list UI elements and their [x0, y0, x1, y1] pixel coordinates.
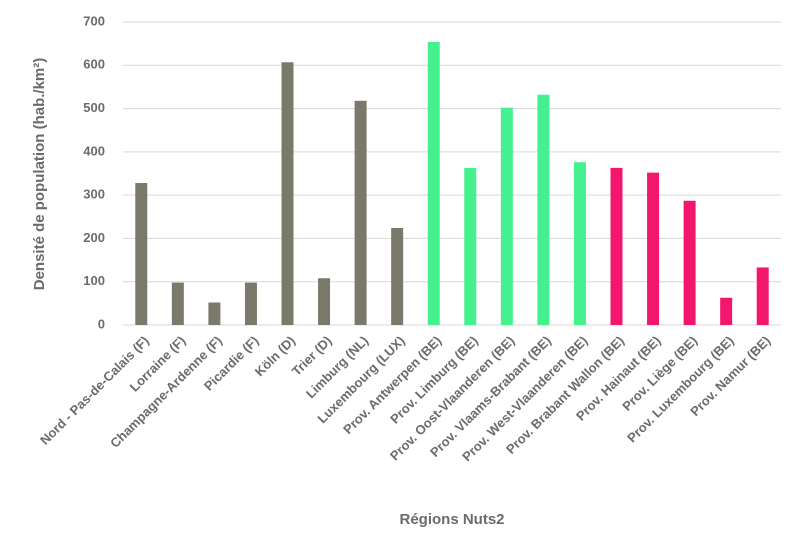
y-tick-label: 700	[83, 13, 105, 28]
bar	[208, 302, 221, 325]
bar	[647, 172, 660, 325]
bar	[391, 228, 404, 325]
bar	[610, 167, 623, 325]
y-tick-label: 300	[83, 187, 105, 202]
y-tick-label: 200	[83, 230, 105, 245]
bar	[427, 41, 440, 325]
bar	[281, 62, 294, 326]
y-tick-label: 0	[98, 316, 105, 331]
bar	[244, 282, 257, 325]
bar	[135, 183, 148, 325]
y-tick-label: 400	[83, 143, 105, 158]
bar	[500, 107, 513, 325]
x-tick-label: Köln (D)	[252, 333, 298, 379]
bar	[573, 162, 586, 325]
y-axis-title: Densité de population (hab./km²)	[31, 58, 48, 291]
bar	[354, 100, 367, 325]
bar	[683, 200, 696, 325]
y-tick-label: 600	[83, 57, 105, 72]
y-tick-label: 100	[83, 273, 105, 288]
bar	[318, 278, 331, 325]
bar	[720, 297, 733, 325]
bar	[464, 167, 477, 325]
bar	[756, 267, 769, 325]
bar	[171, 282, 184, 325]
y-tick-label: 500	[83, 100, 105, 115]
bar	[537, 94, 550, 325]
x-axis-title: Régions Nuts2	[399, 511, 504, 528]
